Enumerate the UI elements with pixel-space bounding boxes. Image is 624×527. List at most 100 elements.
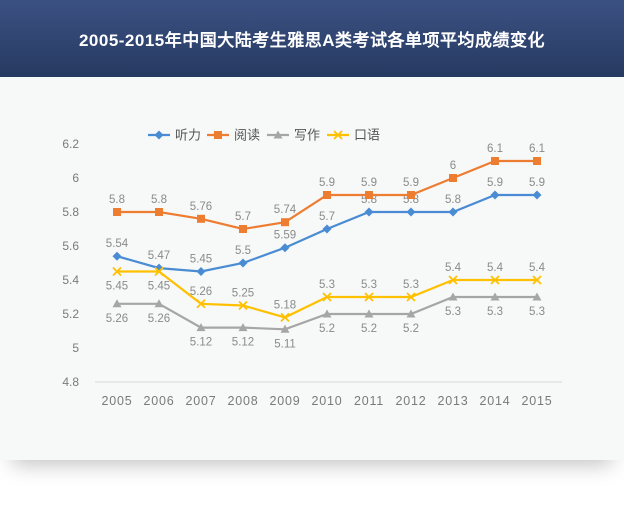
- y-axis-ticks: 4.8 5 5.2 5.4 5.6 5.8 6 6.2: [62, 137, 79, 389]
- marker-square: [239, 225, 247, 233]
- x-tick-label: 2005: [101, 394, 132, 408]
- data-label-listening: 5.9: [529, 177, 545, 189]
- data-label-speaking: 5.4: [529, 262, 546, 274]
- data-label-reading: 5.7: [235, 211, 251, 223]
- marker-triangle: [490, 292, 500, 301]
- legend: 听力 阅读 写作 口语: [148, 128, 380, 143]
- legend-item-speaking: 口语: [327, 128, 380, 143]
- data-label-writing: 5.2: [319, 323, 335, 335]
- x-axis-ticks: 2005 2006 2007 2008 2009 2010 2011 2012 2013 2014…: [101, 394, 552, 408]
- x-tick-label: 2013: [437, 394, 468, 408]
- data-label-writing: 5.12: [190, 337, 212, 349]
- marker-diamond: [490, 190, 500, 200]
- marker-triangle: [154, 299, 164, 308]
- x-tick-label: 2007: [185, 394, 216, 408]
- data-label-writing: 5.2: [403, 323, 419, 335]
- x-tick-label: 2014: [479, 394, 510, 408]
- marker-triangle: [532, 292, 542, 301]
- chart-area: 4.8 5 5.2 5.4 5.6 5.8 6 6.2 2005 2006 2007 2008 2009…: [0, 77, 624, 460]
- marker-diamond: [448, 207, 458, 217]
- data-label-reading: 5.8: [151, 194, 167, 206]
- data-label-writing: 5.3: [487, 306, 503, 318]
- marker-square: [113, 208, 121, 216]
- data-label-reading: 5.9: [361, 177, 377, 189]
- series-listening: 5.54 5.47 5.45 5.5 5.59 5.7 5.8 5.8 5.8 5.9 5.9: [106, 177, 545, 276]
- data-label-reading: 5.74: [274, 204, 297, 216]
- marker-square: [365, 191, 373, 199]
- marker-x: [322, 292, 332, 302]
- data-label-listening: 5.54: [106, 238, 129, 250]
- marker-x: [448, 275, 458, 285]
- data-label-reading: 6.1: [487, 143, 503, 155]
- data-label-writing: 5.26: [148, 313, 170, 325]
- marker-square: [155, 208, 163, 216]
- marker-square: [281, 218, 289, 227]
- marker-x: [154, 266, 164, 277]
- y-tick-label: 6: [72, 171, 79, 185]
- data-label-listening: 5.5: [235, 245, 251, 257]
- marker-diamond: [112, 251, 122, 261]
- marker-diamond: [280, 243, 290, 253]
- data-label-writing: 5.2: [361, 323, 377, 335]
- legend-item-listening: 听力: [148, 128, 201, 143]
- x-tick-label: 2008: [227, 394, 258, 408]
- x-tick-label: 2015: [521, 394, 552, 408]
- data-label-speaking: 5.4: [445, 262, 462, 274]
- marker-square: [533, 157, 541, 165]
- marker-x: [333, 130, 343, 140]
- data-label-speaking: 5.3: [403, 279, 419, 291]
- x-tick-label: 2010: [311, 394, 342, 408]
- data-label-reading: 6: [450, 160, 456, 172]
- y-tick-label: 4.8: [62, 375, 79, 389]
- data-label-speaking: 5.45: [148, 281, 170, 293]
- legend-item-writing: 写作: [267, 128, 320, 143]
- data-label-reading: 5.76: [190, 201, 212, 213]
- marker-triangle: [280, 324, 290, 333]
- chart-header: 2005-2015年中国大陆考生雅思A类考试各单项平均成绩变化: [0, 0, 624, 77]
- data-label-speaking: 5.25: [232, 288, 254, 300]
- data-label-reading: 6.1: [529, 143, 545, 155]
- data-label-speaking: 5.3: [361, 279, 377, 291]
- data-label-listening: 5.8: [445, 194, 461, 206]
- data-label-speaking: 5.3: [319, 279, 335, 291]
- marker-diamond: [364, 207, 374, 217]
- data-label-listening: 5.59: [274, 230, 296, 242]
- y-tick-label: 5.2: [62, 307, 79, 321]
- marker-square: [323, 191, 331, 199]
- legend-label-speaking: 口语: [354, 128, 380, 143]
- x-tick-label: 2012: [395, 394, 426, 408]
- legend-label-writing: 写作: [294, 128, 320, 143]
- marker-x: [364, 292, 374, 302]
- data-label-listening: 5.7: [319, 211, 335, 223]
- marker-diamond: [154, 130, 164, 140]
- marker-square: [214, 131, 222, 139]
- marker-triangle: [238, 323, 248, 332]
- data-label-speaking: 5.4: [487, 262, 504, 274]
- marker-triangle: [364, 309, 374, 318]
- marker-x: [406, 292, 416, 302]
- chart-title: 2005-2015年中国大陆考生雅思A类考试各单项平均成绩变化: [78, 31, 546, 50]
- marker-x: [112, 266, 122, 277]
- y-tick-label: 5.6: [62, 239, 79, 253]
- data-label-writing: 5.11: [274, 338, 296, 350]
- data-label-listening: 5.47: [148, 250, 170, 262]
- marker-triangle: [273, 130, 283, 139]
- marker-x: [238, 300, 248, 311]
- data-label-writing: 5.3: [529, 306, 545, 318]
- marker-diamond: [238, 258, 248, 268]
- legend-label-listening: 听力: [175, 128, 201, 143]
- legend-item-reading: 阅读: [207, 128, 260, 143]
- series-reading: 5.8 5.8 5.76 5.7 5.74 5.9 5.9 5.9 6 6.1 6.1: [109, 143, 545, 233]
- marker-diamond: [406, 207, 416, 217]
- marker-diamond: [532, 190, 542, 200]
- marker-square: [449, 174, 457, 182]
- series-speaking: 5.45 5.45 5.26 5.25 5.18 5.3 5.3 5.3 5.4 5.4 5.4: [106, 262, 546, 323]
- y-tick-label: 5.4: [62, 273, 79, 287]
- y-tick-label: 5: [72, 341, 79, 355]
- marker-triangle: [322, 309, 332, 318]
- marker-square: [197, 214, 205, 223]
- data-label-reading: 5.9: [319, 177, 335, 189]
- y-tick-label: 6.2: [62, 137, 79, 151]
- data-label-writing: 5.12: [232, 337, 254, 349]
- marker-x: [532, 275, 542, 285]
